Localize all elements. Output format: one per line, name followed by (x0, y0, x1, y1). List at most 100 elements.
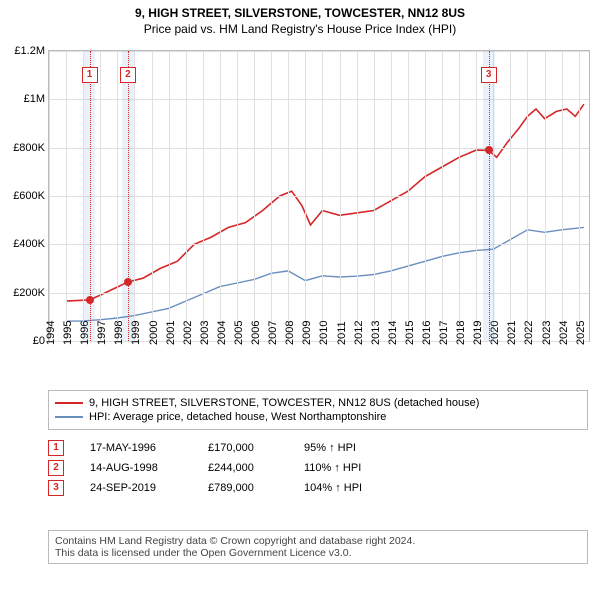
legend-row-hpi: HPI: Average price, detached house, West… (55, 411, 581, 423)
transaction-row-marker: 1 (48, 440, 64, 456)
x-tick-label: 2004 (216, 321, 228, 345)
gridline-v (117, 51, 118, 341)
gridline-v (510, 51, 511, 341)
legend-row-property: 9, HIGH STREET, SILVERSTONE, TOWCESTER, … (55, 397, 581, 409)
x-tick-label: 2007 (267, 321, 279, 345)
series-line (66, 104, 584, 301)
x-tick-label: 1997 (96, 321, 108, 345)
gridline-v (152, 51, 153, 341)
y-tick-label: £1.2M (14, 45, 45, 57)
x-tick-label: 2006 (250, 321, 262, 345)
gridline-v (391, 51, 392, 341)
x-tick-label: 2018 (455, 321, 467, 345)
gridline-v (237, 51, 238, 341)
x-tick-label: 2003 (199, 321, 211, 345)
x-tick-label: 2014 (387, 321, 399, 345)
gridline-v (66, 51, 67, 341)
x-tick-label: 1994 (45, 321, 57, 345)
legend-swatch-property (55, 402, 83, 404)
x-tick-label: 2005 (233, 321, 245, 345)
transaction-row: 3 24-SEP-2019 £789,000 104% ↑ HPI (48, 480, 404, 496)
transaction-dashline (489, 51, 490, 341)
transaction-row-marker: 3 (48, 480, 64, 496)
gridline-v (288, 51, 289, 341)
figure: 9, HIGH STREET, SILVERSTONE, TOWCESTER, … (0, 0, 600, 590)
x-tick-label: 2000 (148, 321, 160, 345)
series-line (66, 227, 584, 321)
gridline-v (340, 51, 341, 341)
y-tick-label: £400K (13, 238, 45, 250)
title-block: 9, HIGH STREET, SILVERSTONE, TOWCESTER, … (0, 0, 600, 36)
x-tick-label: 2016 (421, 321, 433, 345)
transaction-marker: 2 (120, 67, 136, 83)
x-tick-label: 2025 (575, 321, 587, 345)
gridline-v (271, 51, 272, 341)
gridline-v (408, 51, 409, 341)
x-tick-label: 2022 (523, 321, 535, 345)
transaction-date: 17-MAY-1996 (90, 442, 182, 454)
gridline-v (186, 51, 187, 341)
gridline-v (100, 51, 101, 341)
y-tick-label: £1M (24, 93, 45, 105)
y-tick-label: £600K (13, 190, 45, 202)
legend-label-hpi: HPI: Average price, detached house, West… (89, 411, 386, 423)
legend-swatch-hpi (55, 416, 83, 418)
y-tick-label: £200K (13, 287, 45, 299)
transaction-date: 14-AUG-1998 (90, 462, 182, 474)
footer: Contains HM Land Registry data © Crown c… (48, 530, 588, 564)
transaction-point (124, 278, 132, 286)
gridline-v (562, 51, 563, 341)
gridline-v (545, 51, 546, 341)
x-tick-label: 2017 (438, 321, 450, 345)
title-subtitle: Price paid vs. HM Land Registry's House … (0, 22, 600, 36)
gridline-v (459, 51, 460, 341)
transaction-dashline (128, 51, 129, 341)
gridline-v (203, 51, 204, 341)
x-tick-label: 2023 (541, 321, 553, 345)
gridline-v (476, 51, 477, 341)
x-tick-label: 2008 (284, 321, 296, 345)
transaction-price: £244,000 (208, 462, 278, 474)
gridline-v (322, 51, 323, 341)
gridline-v (134, 51, 135, 341)
transaction-point (86, 296, 94, 304)
gridline-v (357, 51, 358, 341)
gridline-v (579, 51, 580, 341)
gridline-v (442, 51, 443, 341)
x-tick-label: 2015 (404, 321, 416, 345)
x-tick-label: 2012 (353, 321, 365, 345)
transaction-price: £789,000 (208, 482, 278, 494)
y-tick-label: £0 (33, 335, 45, 347)
gridline-v (49, 51, 50, 341)
transaction-point (485, 146, 493, 154)
x-tick-label: 1995 (62, 321, 74, 345)
transaction-price: £170,000 (208, 442, 278, 454)
x-tick-label: 2021 (506, 321, 518, 345)
gridline-v (374, 51, 375, 341)
transactions-table: 117-MAY-1996£170,00095% ↑ HPI214-AUG-199… (48, 436, 404, 500)
gridline-v (425, 51, 426, 341)
transaction-pct: 110% ↑ HPI (304, 462, 404, 474)
gridline-v (254, 51, 255, 341)
transaction-pct: 95% ↑ HPI (304, 442, 404, 454)
x-tick-label: 2009 (301, 321, 313, 345)
legend: 9, HIGH STREET, SILVERSTONE, TOWCESTER, … (48, 390, 588, 430)
x-tick-label: 2001 (165, 321, 177, 345)
x-tick-label: 2002 (182, 321, 194, 345)
x-tick-label: 2011 (336, 321, 348, 345)
transaction-date: 24-SEP-2019 (90, 482, 182, 494)
gridline-v (220, 51, 221, 341)
y-tick-label: £800K (13, 142, 45, 154)
gridline-v (305, 51, 306, 341)
transaction-pct: 104% ↑ HPI (304, 482, 404, 494)
transaction-row: 214-AUG-1998£244,000110% ↑ HPI (48, 460, 404, 476)
transaction-marker: 1 (82, 67, 98, 83)
gridline-v (527, 51, 528, 341)
transaction-row: 1 17-MAY-1996 £170,000 95% ↑ HPI (48, 440, 404, 456)
plot-area: £0£200K£400K£600K£800K£1M£1.2M1994199519… (48, 50, 590, 342)
legend-label-property: 9, HIGH STREET, SILVERSTONE, TOWCESTER, … (89, 397, 479, 409)
title-address: 9, HIGH STREET, SILVERSTONE, TOWCESTER, … (0, 6, 600, 20)
footer-line1: Contains HM Land Registry data © Crown c… (55, 535, 581, 547)
transaction-marker: 3 (481, 67, 497, 83)
x-tick-label: 2010 (318, 321, 330, 345)
